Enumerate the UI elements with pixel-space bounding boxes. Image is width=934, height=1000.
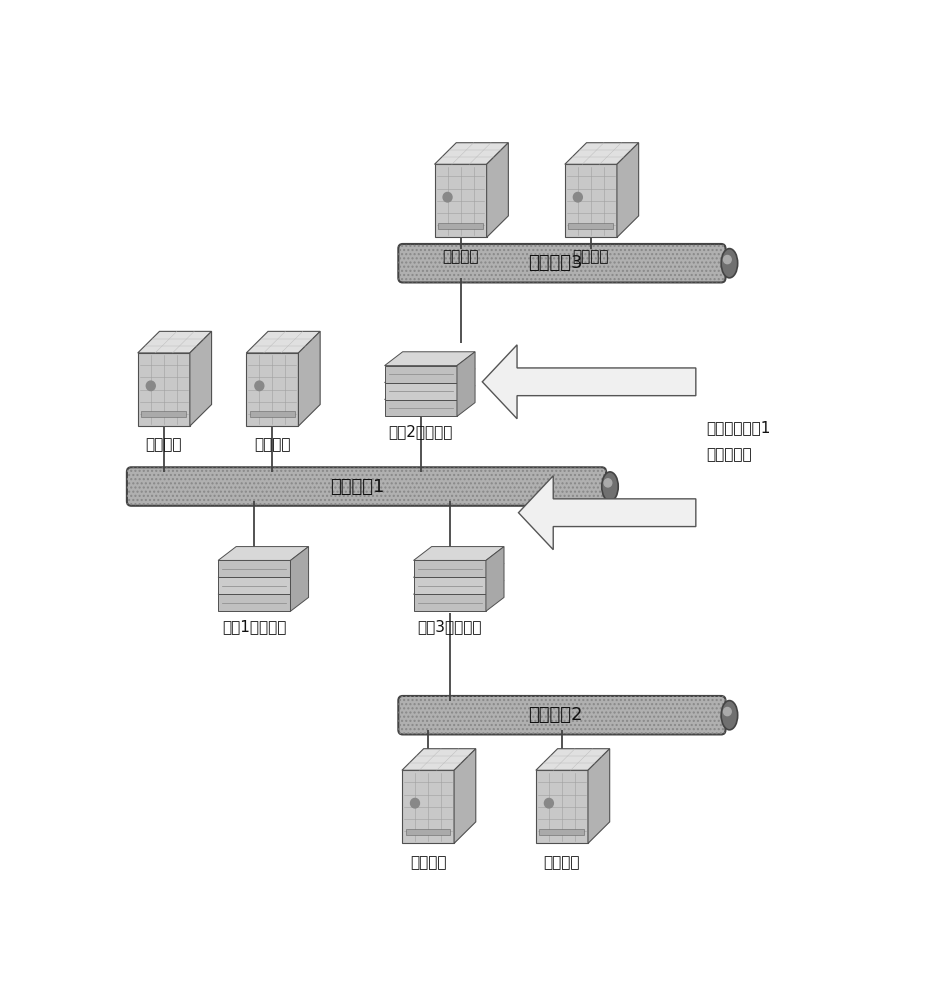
Polygon shape (457, 352, 475, 416)
Text: 远程终端: 远程终端 (146, 438, 182, 453)
Polygon shape (219, 577, 290, 594)
FancyBboxPatch shape (127, 467, 606, 506)
Circle shape (147, 381, 155, 391)
Text: 子网2主控终端: 子网2主控终端 (389, 424, 453, 439)
Polygon shape (414, 547, 504, 560)
Polygon shape (247, 353, 299, 426)
Polygon shape (190, 331, 212, 426)
Polygon shape (454, 749, 475, 843)
Polygon shape (536, 770, 588, 843)
Polygon shape (565, 164, 617, 237)
Bar (569, 223, 614, 229)
Polygon shape (487, 143, 508, 237)
Text: 远程终端: 远程终端 (443, 249, 479, 264)
Text: 子网1主控终端: 子网1主控终端 (222, 619, 287, 634)
Circle shape (604, 479, 612, 487)
Text: 星载子网1: 星载子网1 (330, 478, 384, 496)
Polygon shape (414, 560, 486, 577)
Bar (540, 829, 585, 835)
Ellipse shape (601, 472, 618, 501)
Ellipse shape (721, 701, 738, 730)
Ellipse shape (721, 249, 738, 278)
Text: 子网3主控终端: 子网3主控终端 (417, 619, 482, 634)
Polygon shape (518, 476, 696, 550)
Polygon shape (385, 400, 457, 416)
Polygon shape (414, 594, 486, 611)
FancyBboxPatch shape (398, 696, 726, 734)
Polygon shape (588, 749, 610, 843)
Text: 远程终端: 远程终端 (544, 855, 580, 870)
Text: 的远程终端: 的远程终端 (707, 447, 752, 462)
Polygon shape (414, 577, 486, 594)
Polygon shape (565, 143, 639, 164)
Circle shape (255, 381, 263, 391)
FancyBboxPatch shape (398, 244, 726, 282)
Polygon shape (247, 331, 320, 353)
Polygon shape (486, 547, 504, 611)
Circle shape (443, 192, 452, 202)
Bar (250, 411, 295, 417)
Polygon shape (434, 143, 508, 164)
Polygon shape (414, 564, 504, 577)
Circle shape (411, 798, 419, 808)
Polygon shape (385, 369, 475, 383)
Bar (141, 411, 186, 417)
Text: 远程终端: 远程终端 (254, 438, 290, 453)
Polygon shape (482, 345, 696, 419)
Text: 远程终端: 远程终端 (573, 249, 609, 264)
Polygon shape (290, 547, 308, 611)
Text: 星载子网3: 星载子网3 (529, 254, 583, 272)
Polygon shape (219, 547, 308, 560)
Polygon shape (385, 352, 475, 366)
Polygon shape (219, 560, 290, 577)
Polygon shape (402, 770, 454, 843)
Polygon shape (536, 749, 610, 770)
Polygon shape (402, 749, 475, 770)
Text: 远程终端: 远程终端 (410, 855, 446, 870)
Circle shape (545, 798, 553, 808)
Polygon shape (299, 331, 320, 426)
Polygon shape (219, 594, 290, 611)
Bar (405, 829, 450, 835)
Polygon shape (617, 143, 639, 237)
Polygon shape (137, 331, 212, 353)
Polygon shape (137, 353, 190, 426)
Polygon shape (414, 580, 504, 594)
Circle shape (724, 255, 731, 264)
Bar (438, 223, 483, 229)
Polygon shape (385, 383, 457, 400)
Polygon shape (219, 564, 308, 577)
Polygon shape (385, 366, 457, 383)
Polygon shape (219, 580, 308, 594)
Polygon shape (434, 164, 487, 237)
Text: 星载子网2: 星载子网2 (529, 706, 583, 724)
Text: 同时作为子网1: 同时作为子网1 (707, 420, 771, 436)
Circle shape (724, 707, 731, 716)
Polygon shape (385, 386, 475, 400)
Circle shape (573, 192, 582, 202)
